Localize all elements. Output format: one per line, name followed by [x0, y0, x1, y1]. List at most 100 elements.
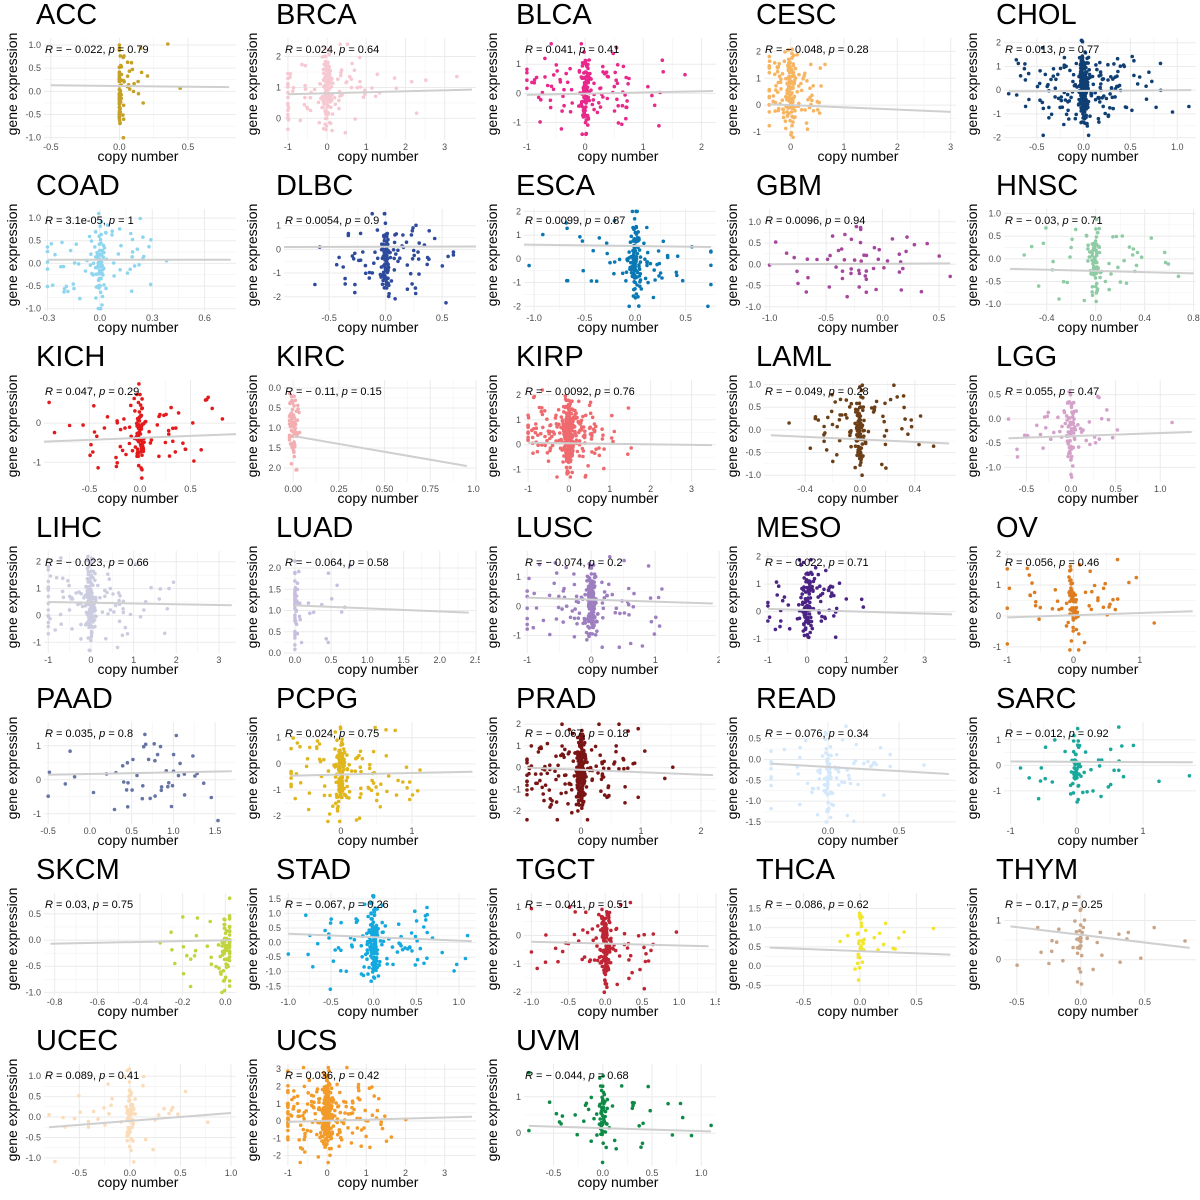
data-point: [1094, 441, 1098, 445]
data-point: [129, 232, 133, 236]
data-point: [622, 767, 626, 771]
data-point: [174, 450, 178, 454]
r-symbol: R: [525, 44, 533, 56]
data-point: [1187, 105, 1191, 109]
data-point: [805, 79, 809, 83]
data-point: [1072, 73, 1076, 77]
data-point: [537, 750, 541, 754]
data-point: [352, 257, 356, 261]
data-point: [1136, 82, 1140, 86]
data-point: [818, 777, 822, 781]
data-point: [147, 245, 151, 249]
data-point: [210, 407, 214, 411]
panel-title: LGG: [996, 340, 1057, 374]
data-point: [1106, 78, 1110, 82]
data-point: [569, 455, 573, 459]
data-point: [558, 431, 562, 435]
data-point: [140, 71, 144, 75]
data-point: [1054, 86, 1058, 90]
data-point: [552, 582, 556, 586]
data-point: [578, 70, 582, 74]
data-point: [865, 278, 869, 282]
data-point: [1073, 438, 1077, 442]
data-point: [627, 305, 631, 309]
panel-sarc: -1 0 1 -1 0 1 SARC R = − 0.012, p = 0.92 copy nu…: [960, 684, 1200, 855]
data-point: [160, 785, 164, 789]
data-point: [334, 775, 338, 779]
data-point: [932, 444, 936, 448]
data-point: [772, 94, 776, 98]
data-point: [1007, 417, 1011, 421]
data-point: [183, 793, 187, 797]
data-point: [1111, 436, 1115, 440]
data-point: [819, 66, 823, 70]
data-point: [1040, 766, 1044, 770]
r-symbol: R: [525, 386, 533, 398]
data-point: [1125, 281, 1129, 285]
data-point: [228, 925, 232, 929]
data-point: [118, 78, 122, 82]
data-point: [578, 779, 582, 783]
data-point: [633, 761, 637, 765]
data-point: [773, 73, 777, 77]
data-point: [286, 113, 290, 117]
data-point: [109, 587, 113, 591]
data-point: [542, 619, 546, 623]
data-point: [67, 584, 71, 588]
data-point: [122, 780, 126, 784]
r-value: = 3.1e-05,: [53, 215, 109, 227]
data-point: [798, 746, 802, 750]
data-point: [676, 254, 680, 258]
data-point: [571, 446, 575, 450]
data-point: [171, 440, 175, 444]
y-tick-label: -2: [273, 811, 281, 821]
data-point: [613, 85, 617, 89]
x-axis-label: copy number: [756, 490, 960, 506]
data-point: [632, 252, 636, 256]
data-point: [325, 116, 329, 120]
data-point: [110, 233, 114, 237]
data-point: [162, 414, 166, 418]
data-point: [1090, 590, 1094, 594]
y-tick-label: 2: [996, 549, 1001, 559]
data-point: [570, 471, 574, 475]
data-point: [1037, 617, 1041, 621]
data-point: [293, 619, 297, 623]
data-point: [91, 450, 95, 454]
data-point: [598, 87, 602, 91]
data-point: [140, 476, 144, 480]
data-point: [809, 63, 813, 67]
data-point: [539, 772, 543, 776]
y-axis-label: gene expression: [244, 190, 260, 320]
panel-title: PAAD: [36, 682, 113, 716]
data-point: [383, 251, 387, 255]
data-point: [1041, 134, 1045, 138]
y-tick-label: 0: [996, 760, 1001, 770]
data-point: [569, 475, 573, 479]
data-point: [808, 601, 812, 605]
data-point: [845, 398, 849, 402]
data-point: [616, 104, 620, 108]
y-tick-label: 2: [276, 52, 281, 62]
regression-line: [770, 263, 951, 264]
data-point: [583, 593, 587, 597]
data-point: [660, 276, 664, 280]
data-point: [126, 271, 130, 275]
data-point: [1097, 96, 1101, 100]
data-point: [1067, 430, 1071, 434]
data-point: [1098, 437, 1102, 441]
data-point: [90, 635, 94, 639]
data-point: [798, 617, 802, 621]
data-point: [797, 73, 801, 77]
data-point: [1163, 251, 1167, 255]
data-point: [1121, 234, 1125, 238]
correlation-annotation: R = 0.041, p = 0.41: [525, 44, 619, 56]
data-point: [889, 398, 893, 402]
data-point: [221, 417, 225, 421]
data-point: [1098, 100, 1102, 104]
data-point: [525, 783, 529, 787]
data-point: [139, 615, 143, 619]
data-point: [121, 634, 125, 638]
data-point: [132, 90, 136, 94]
data-point: [1015, 58, 1019, 62]
